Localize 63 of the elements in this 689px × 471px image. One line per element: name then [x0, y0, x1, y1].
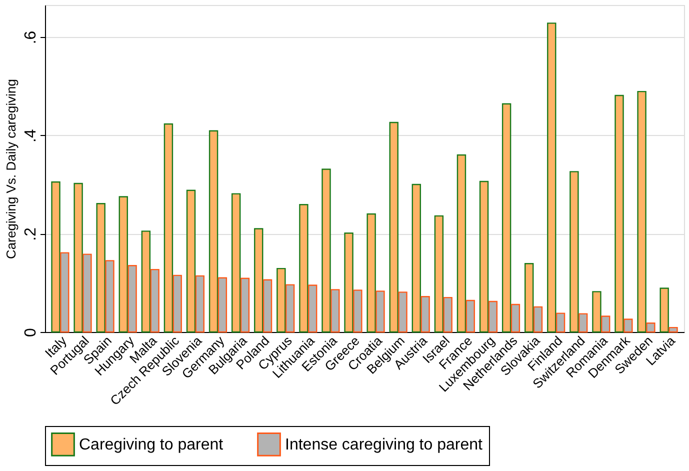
bar: [308, 284, 318, 333]
bar: [376, 290, 385, 333]
bar: [614, 94, 624, 333]
bar: [601, 316, 610, 333]
bar: [353, 290, 362, 333]
bar: [208, 130, 218, 333]
bar: [82, 254, 92, 333]
legend-label: Intense caregiving to parent: [285, 436, 484, 454]
bar: [456, 154, 466, 333]
bar: [74, 182, 83, 333]
bar: [118, 196, 128, 333]
bar: [128, 265, 137, 333]
y-tick-label: .4: [22, 129, 40, 142]
bar: [443, 296, 452, 333]
y-axis-title: Caregiving Vs. Daily caregiving: [4, 79, 18, 259]
bar: [186, 190, 196, 333]
legend-label: Caregiving to parent: [79, 436, 224, 454]
bar: [51, 181, 60, 333]
bar: [624, 318, 633, 333]
bar: [398, 292, 408, 333]
bar: [262, 279, 272, 333]
bar: [60, 252, 70, 333]
bar: [637, 90, 646, 333]
bar: [646, 322, 656, 333]
bar: [322, 168, 331, 333]
bar: [592, 291, 602, 333]
bar: [299, 204, 308, 333]
y-tick-label: 0: [22, 328, 40, 337]
bar: [366, 213, 376, 333]
bar: [276, 268, 286, 333]
bar: [524, 263, 534, 333]
bar: [344, 232, 354, 333]
bar: [660, 288, 669, 333]
bar: [330, 289, 340, 333]
bar: [164, 123, 174, 333]
bar: [105, 260, 114, 333]
bar: [466, 300, 475, 333]
bar: [510, 304, 520, 333]
bar: [141, 230, 151, 333]
bar: [218, 277, 228, 333]
y-tick-label: .2: [22, 227, 40, 241]
bar: [254, 228, 264, 333]
bar: [479, 180, 489, 333]
bar: [150, 268, 160, 333]
bar: [420, 296, 430, 333]
bar: [578, 313, 588, 333]
bar: [570, 171, 579, 333]
bar: [547, 22, 556, 333]
bar: [668, 326, 678, 333]
bar: [96, 203, 106, 333]
bar: [556, 312, 566, 333]
bar: [389, 122, 398, 333]
bar: [231, 193, 241, 333]
bar: [412, 184, 421, 333]
bar: [172, 274, 182, 333]
bar: [285, 284, 295, 333]
bar: [502, 103, 512, 333]
bar: [434, 215, 444, 333]
bar: [240, 278, 250, 333]
bar: [533, 306, 543, 333]
bar: [488, 300, 498, 333]
bar: [195, 275, 204, 333]
y-tick-label: .6: [22, 30, 40, 44]
